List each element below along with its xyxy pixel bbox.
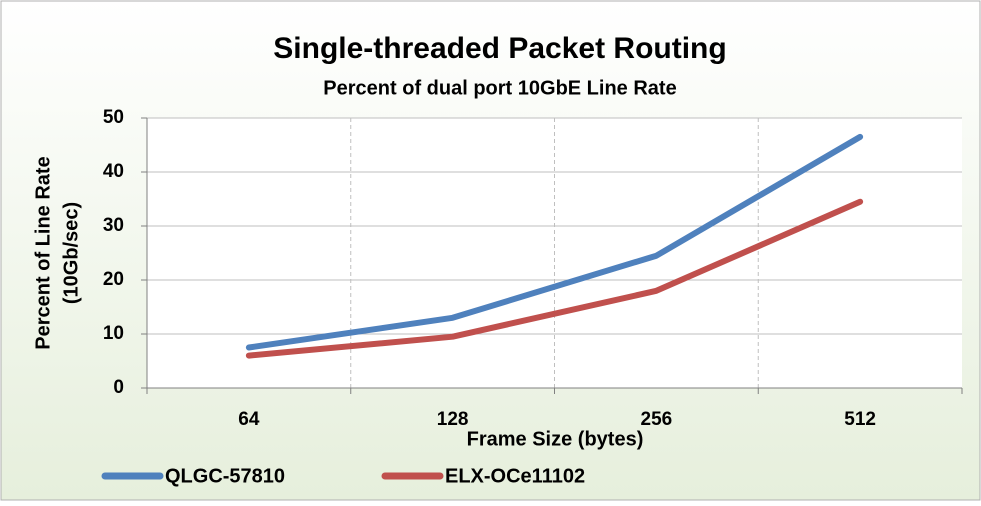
series-line xyxy=(245,198,864,359)
y-tick-label: 40 xyxy=(103,161,124,182)
y-tick-label: 50 xyxy=(103,107,124,128)
y-axis-label: Percent of Line Rate xyxy=(32,156,54,349)
y-tick-label: 10 xyxy=(103,323,124,344)
x-tick-label: 128 xyxy=(437,409,469,430)
x-tick-label: 512 xyxy=(844,409,876,430)
legend-label: ELX-OCe11102 xyxy=(445,465,585,487)
series-line xyxy=(245,133,864,351)
x-tick-label: 256 xyxy=(641,409,673,430)
legend-label: QLGC-57810 xyxy=(165,465,285,487)
y-tick-label: 0 xyxy=(113,377,124,398)
x-axis-label: Frame Size (bytes) xyxy=(467,428,644,450)
chart-subtitle: Percent of dual port 10GbE Line Rate xyxy=(323,77,676,99)
y-tick-label: 20 xyxy=(103,269,124,290)
x-tick-label: 64 xyxy=(238,409,260,430)
y-axis-label: (10Gb/sec) xyxy=(60,202,82,304)
chart-title: Single-threaded Packet Routing xyxy=(273,32,726,65)
y-tick-label: 30 xyxy=(103,215,124,236)
